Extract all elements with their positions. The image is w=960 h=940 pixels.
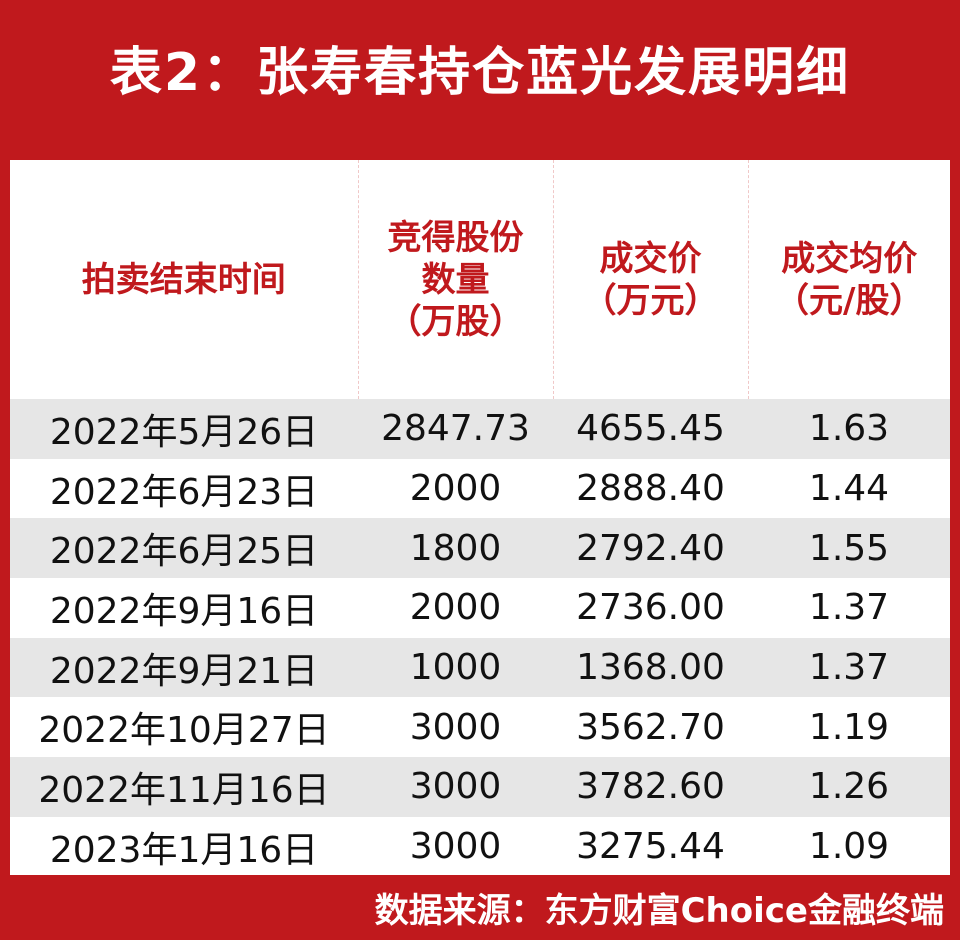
table-cell: 2022年11月16日 (10, 757, 358, 817)
table-cell: 2736.00 (576, 587, 725, 629)
table-cell: 1000 (358, 637, 553, 698)
table-body: 2022年5月26日 2847.73 4655.45 1.63 2022年6月23日 20… (10, 399, 950, 877)
table-cell: 2888.40 (576, 468, 725, 510)
table-cell: 2022年10月27日 (38, 710, 330, 752)
table: 拍卖结束时间 竞得股份 数量 （万股） 成交价 （万元） 成交均价 （元/股） 2022年5月… (10, 160, 950, 877)
table-cell: 2023年1月16日 (49, 829, 319, 871)
table-cell: 1.37 (748, 637, 950, 698)
table-cell: 2022年9月16日 (49, 590, 319, 632)
table-cell: 3000 (409, 826, 502, 868)
table-cell: 2022年6月23日 (49, 471, 319, 513)
column-header: 成交价 （万元） (553, 160, 749, 399)
table-cell: 1.26 (748, 757, 950, 817)
column-header-line: 拍卖结束时间 (81, 259, 286, 300)
table-cell: 1.63 (748, 399, 950, 459)
table-row: 2022年9月16日 2000 2736.00 1.37 (10, 578, 950, 638)
title: 表2：张寿春持仓蓝光发展明细 (109, 43, 851, 103)
table-cell: 2022年6月25日 (10, 518, 358, 579)
table-cell: 1.44 (808, 468, 890, 510)
table-cell: 1.09 (808, 826, 890, 868)
table-box: 拍卖结束时间 竞得股份 数量 （万股） 成交价 （万元） 成交均价 （元/股） 2022年5月… (10, 160, 950, 875)
column-header-line: （元/股） (775, 280, 924, 321)
table-row: 2022年10月27日 3000 3562.70 1.19 (10, 697, 950, 757)
table-cell: 4655.45 (553, 399, 748, 459)
table-cell: 2022年5月26日 (10, 399, 358, 459)
table-row: 2022年11月16日 3000 3782.60 1.26 (10, 757, 950, 817)
header-row: 拍卖结束时间 竞得股份 数量 （万股） 成交价 （万元） 成交均价 （元/股） (10, 160, 950, 399)
table-cell: 3000 (409, 706, 502, 748)
table-cell: 1.19 (808, 706, 890, 748)
table-cell: 2792.40 (553, 518, 748, 579)
column-header: 成交均价 （元/股） (748, 160, 950, 399)
column-header-line: 竞得股份 (387, 217, 524, 258)
table-row: 2022年6月23日 2000 2888.40 1.44 (10, 459, 950, 519)
table-cell: 3000 (358, 757, 553, 817)
table-cell: 2000 (409, 587, 502, 629)
table-cell: 2847.73 (358, 399, 553, 459)
table-cell: 2022年9月21日 (10, 637, 358, 698)
table-row: 2022年5月26日 2847.73 4655.45 1.63 (10, 399, 950, 459)
table-cell: 3782.60 (553, 757, 748, 817)
column-header: 竞得股份 数量 （万股） (358, 160, 554, 399)
table-row: 2022年9月21日 1000 1368.00 1.37 (10, 637, 950, 698)
table-cell: 3275.44 (576, 826, 725, 868)
table-cell: 1.55 (748, 518, 950, 579)
table-row: 2023年1月16日 3000 3275.44 1.09 (10, 817, 950, 877)
table-cell: 1800 (358, 518, 553, 579)
column-header-line: （万元） (582, 280, 719, 321)
source-note: 数据来源：东方财富Choice金融终端 (374, 891, 944, 931)
table-cell: 3562.70 (576, 706, 725, 748)
table-cell: 1368.00 (553, 637, 748, 698)
column-header-line: 成交均价 (781, 238, 918, 279)
column-header: 拍卖结束时间 (10, 160, 359, 399)
column-header-line: 数量 (421, 259, 490, 300)
column-header-line: （万股） (387, 301, 524, 342)
column-header-line: 成交价 (599, 238, 702, 279)
table-row: 2022年6月25日 1800 2792.40 1.55 (10, 518, 950, 579)
table-cell: 1.37 (808, 587, 890, 629)
table-cell: 2000 (409, 468, 502, 510)
